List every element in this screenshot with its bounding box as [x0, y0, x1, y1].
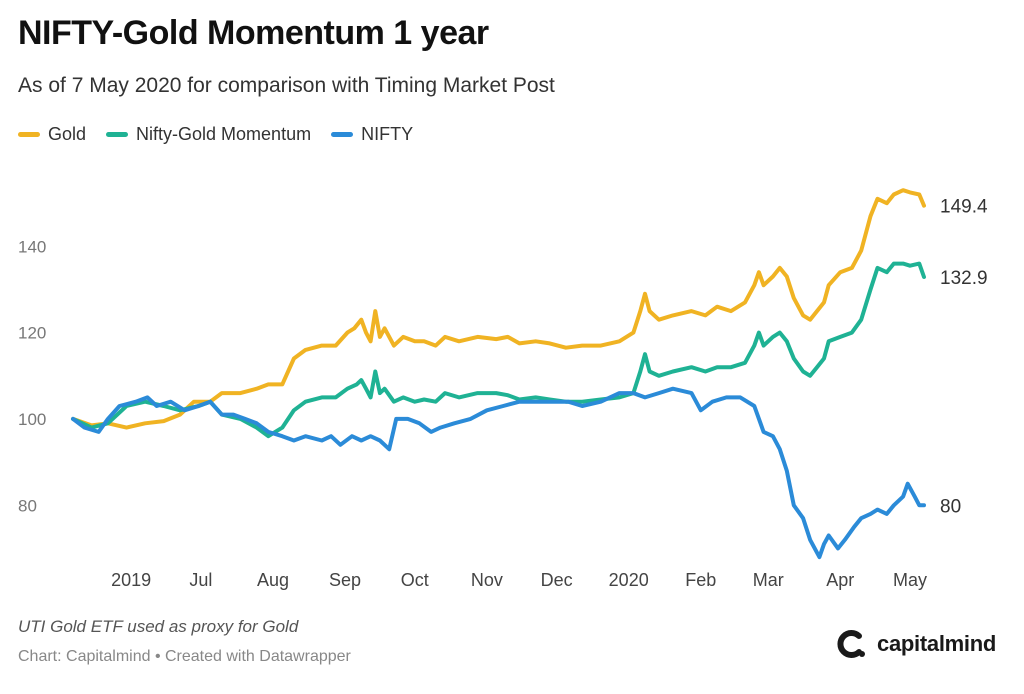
end-label-nifty: 80: [940, 496, 961, 517]
x-tick-label: May: [893, 570, 927, 590]
legend-swatch-momentum: [106, 132, 129, 137]
series-line-momentum: [71, 261, 926, 439]
y-tick-label: 140: [18, 237, 46, 256]
line-chart: 80 100 120 140 2019 Jul Aug Sep Oct Nov Dec 2020 Feb…: [18, 188, 988, 590]
legend-label-nifty: NIFTY: [361, 124, 414, 144]
x-tick-label: Aug: [257, 570, 289, 590]
legend-item-gold: Gold: [18, 124, 86, 145]
legend-label-momentum: Nifty-Gold Momentum: [136, 124, 312, 144]
legend-swatch-gold: [18, 132, 40, 137]
legend-label-gold: Gold: [48, 124, 87, 144]
end-label-gold: 149.4: [940, 197, 988, 218]
chart-note: UTI Gold ETF used as proxy for Gold: [18, 617, 299, 636]
y-tick-label: 100: [18, 410, 46, 429]
x-tick-label: Oct: [401, 570, 429, 590]
series-line-gold: [71, 188, 926, 430]
x-tick-label: Sep: [329, 570, 361, 590]
x-tick-label: Dec: [541, 570, 573, 590]
legend-item-nifty: NIFTY: [331, 124, 413, 145]
x-tick-label: Mar: [753, 570, 784, 590]
x-tick-label: Feb: [685, 570, 716, 590]
y-tick-label: 80: [18, 496, 37, 515]
chart-title: NIFTY-Gold Momentum 1 year: [18, 14, 489, 52]
legend: Gold Nifty-Gold Momentum NIFTY: [18, 124, 413, 145]
x-tick-label: 2020: [609, 570, 649, 590]
series-line-nifty: [71, 386, 926, 560]
x-tick-label: Nov: [471, 570, 503, 590]
capitalmind-logo-icon: [837, 630, 866, 658]
chart-subtitle: As of 7 May 2020 for comparison with Tim…: [18, 74, 555, 97]
legend-swatch-nifty: [331, 132, 354, 137]
capitalmind-logo-text: capitalmind: [877, 631, 996, 656]
legend-item-momentum: Nifty-Gold Momentum: [106, 124, 311, 145]
end-label-momentum: 132.9: [940, 268, 988, 289]
y-tick-label: 120: [18, 324, 46, 343]
x-tick-label: Jul: [189, 570, 212, 590]
x-tick-label: 2019: [111, 570, 151, 590]
capitalmind-logo: capitalmind: [837, 628, 996, 660]
chart-credit: Chart: Capitalmind • Created with Datawr…: [18, 648, 351, 665]
x-tick-label: Apr: [826, 570, 854, 590]
